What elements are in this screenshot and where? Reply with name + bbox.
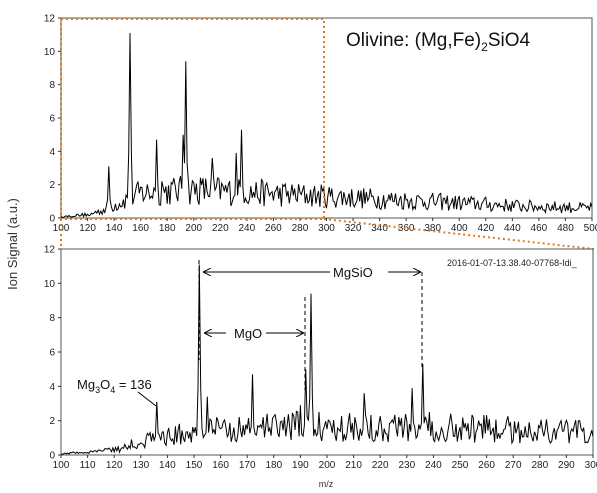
bottom-xtick-label: 210 [345,460,362,471]
top-ytick-label: 12 [44,14,56,25]
top-ytick-label: 2 [49,180,55,191]
top-xtick-label: 200 [185,223,202,234]
bottom-ytick-label: 6 [49,348,55,359]
bottom-xtick-label: 270 [505,460,522,471]
zoom-region-box [60,18,325,220]
top-xtick-label: 180 [159,223,176,234]
bottom-xtick-label: 150 [186,460,203,471]
mgo-label: MgO [234,326,262,341]
bottom-plot-frame [60,248,594,456]
bottom-xtick-label: 300 [585,460,597,471]
top-xtick-label: 140 [106,223,123,234]
top-xtick-label: 120 [79,223,96,234]
zoom-connector-right [323,218,595,250]
top-ytick-label: 8 [49,80,55,91]
top-xtick-label: 340 [371,223,388,234]
top-xtick-label: 500 [584,223,597,234]
top-xtick-label: 260 [265,223,282,234]
bottom-xtick-label: 120 [106,460,123,471]
top-xtick-label: 300 [318,223,335,234]
y-axis-label: Ion Signal (a.u.) [5,198,20,290]
mgsio-label: MgSiO [333,265,373,280]
bottom-xtick-label: 130 [132,460,149,471]
bottom-xtick-label: 140 [159,460,176,471]
top-xtick-label: 100 [53,223,70,234]
top-ytick-label: 0 [49,214,55,225]
top-ytick-label: 4 [49,147,55,158]
top-spectrum-trace [60,32,593,218]
file-label: 2016-01-07-13.38.40-07768-Idi_ [447,258,578,268]
bottom-ytick-label: 2 [49,416,55,427]
top-xtick-label: 220 [212,223,229,234]
mg3o4-label: Mg3O4 = 136 [77,377,152,395]
bottom-xtick-label: 280 [531,460,548,471]
top-xtick-label: 420 [477,223,494,234]
top-xtick-label: 280 [292,223,309,234]
bottom-xtick-label: 110 [80,460,96,471]
bottom-ytick-label: 12 [44,245,56,256]
top-xtick-label: 380 [424,223,441,234]
bottom-xtick-label: 250 [452,460,469,471]
bottom-xtick-label: 180 [265,460,282,471]
top-xtick-label: 320 [345,223,362,234]
bottom-panel: 0 2 4 6 8 10 12 100 110 120 130 140 150 160 170 180 190… [44,245,597,490]
x-axis-label: m/z [319,479,334,488]
bottom-spectrum-trace [60,264,594,455]
top-ytick-label: 6 [49,114,55,125]
bottom-xtick-label: 170 [239,460,256,471]
bottom-ytick-label: 8 [49,313,55,324]
bottom-xtick-label: 100 [53,460,70,471]
top-xtick-label: 440 [504,223,521,234]
mg3o4-pointer [137,391,157,407]
bottom-ytick-label: 0 [49,451,55,462]
bottom-xtick-label: 260 [478,460,495,471]
bottom-xtick-label: 190 [292,460,309,471]
bottom-ytick-label: 4 [49,382,55,393]
top-xtick-label: 360 [398,223,415,234]
top-ytick-label: 10 [44,47,56,58]
top-xtick-label: 400 [451,223,468,234]
bottom-xtick-label: 200 [319,460,336,471]
bottom-xtick-label: 220 [372,460,389,471]
bottom-xtick-label: 240 [425,460,442,471]
top-panel: 0 2 4 6 8 10 12 100 120 140 160 180 200 220 240 260 280… [44,14,597,235]
bottom-xtick-label: 160 [212,460,229,471]
bottom-xtick-label: 230 [398,460,415,471]
top-xtick-label: 240 [239,223,256,234]
mineral-title: Olivine: (Mg,Fe)2SiO4 [346,30,531,54]
bottom-ytick-label: 10 [44,279,56,290]
bottom-xtick-label: 290 [558,460,575,471]
top-xtick-label: 480 [557,223,574,234]
top-xtick-label: 160 [132,223,149,234]
top-xtick-label: 460 [531,223,548,234]
